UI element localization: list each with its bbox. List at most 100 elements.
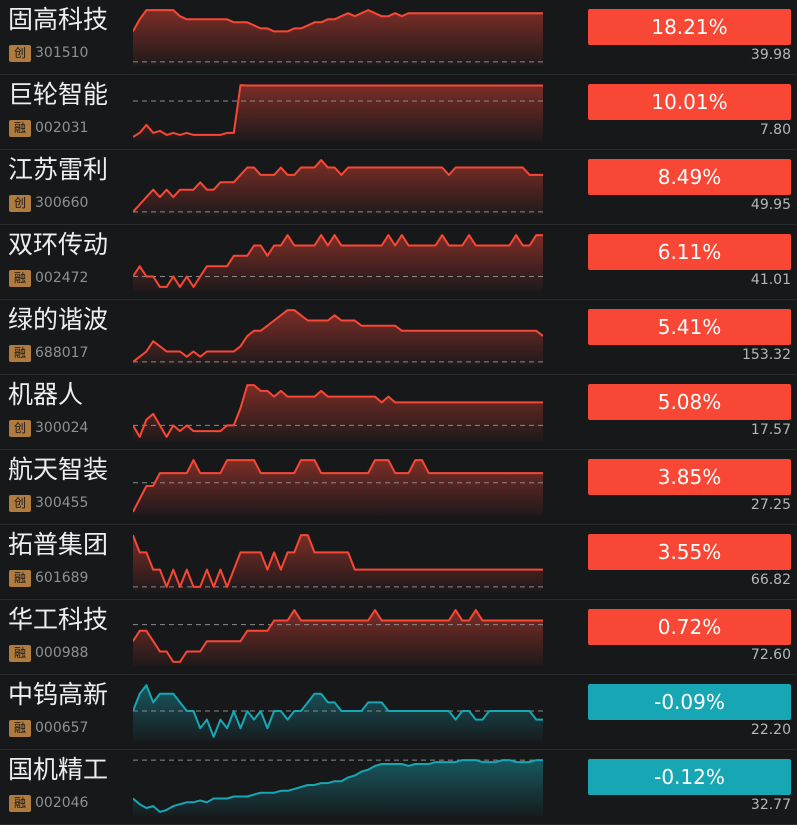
sparkline-line xyxy=(133,684,543,738)
intraday-sparkline xyxy=(133,759,543,816)
intraday-sparkline xyxy=(133,84,543,141)
last-price: 72.60 xyxy=(750,647,791,663)
board-badge: 融 xyxy=(9,270,31,287)
change-percent-badge[interactable]: 0.72% xyxy=(588,609,791,645)
last-price: 22.20 xyxy=(750,722,791,738)
last-price: 17.57 xyxy=(750,422,791,438)
stock-row[interactable]: 巨轮智能融 002031 10.01% 7.80 xyxy=(0,75,797,150)
sparkline-area xyxy=(133,310,543,366)
stock-code: 300660 xyxy=(35,195,89,211)
sparkline-area xyxy=(133,610,543,666)
stock-row[interactable]: 拓普集团融 601689 3.55% 66.82 xyxy=(0,525,797,600)
sparkline-line xyxy=(133,159,543,213)
sparkline-line xyxy=(133,84,543,138)
intraday-sparkline xyxy=(133,384,543,441)
stock-code: 000988 xyxy=(35,645,89,661)
stock-code: 601689 xyxy=(35,570,89,586)
stock-code: 301510 xyxy=(35,45,89,61)
change-percent-badge[interactable]: 3.85% xyxy=(588,459,791,495)
change-percent-badge[interactable]: 3.55% xyxy=(588,534,791,570)
board-badge: 融 xyxy=(9,570,31,587)
last-price: 66.82 xyxy=(750,572,791,588)
stock-row[interactable]: 国机精工融 002046 -0.12% 32.77 xyxy=(0,750,797,825)
board-badge: 融 xyxy=(9,795,31,812)
stock-code: 002472 xyxy=(35,270,89,286)
board-badge: 融 xyxy=(9,345,31,362)
change-percent-badge[interactable]: -0.12% xyxy=(588,759,791,795)
last-price: 41.01 xyxy=(750,272,791,288)
last-price: 27.25 xyxy=(750,497,791,513)
stock-row[interactable]: 航天智装创 300455 3.85% 27.25 xyxy=(0,450,797,525)
change-percent-badge[interactable]: 18.21% xyxy=(588,9,791,45)
stock-code: 002046 xyxy=(35,795,89,811)
sparkline-area xyxy=(133,385,543,441)
intraday-sparkline xyxy=(133,609,543,666)
stock-code: 000657 xyxy=(35,720,89,736)
last-price: 32.77 xyxy=(750,797,791,813)
stock-code: 002031 xyxy=(35,120,89,136)
stock-row[interactable]: 中钨高新融 000657 -0.09% 22.20 xyxy=(0,675,797,750)
stock-name: 航天智装 xyxy=(8,455,109,484)
intraday-sparkline xyxy=(133,9,543,66)
stock-name: 双环传动 xyxy=(8,230,109,259)
sparkline-line xyxy=(133,234,543,288)
last-price: 49.95 xyxy=(750,197,791,213)
board-badge: 创 xyxy=(9,195,31,212)
stock-name: 华工科技 xyxy=(8,605,109,634)
intraday-sparkline xyxy=(133,459,543,516)
sparkline-area xyxy=(133,535,543,591)
stock-code: 300455 xyxy=(35,495,89,511)
stock-name: 江苏雷利 xyxy=(8,155,109,184)
change-percent-badge[interactable]: 8.49% xyxy=(588,159,791,195)
intraday-sparkline xyxy=(133,684,543,741)
last-price: 7.80 xyxy=(759,122,791,138)
sparkline-area xyxy=(133,85,543,141)
stock-name: 拓普集团 xyxy=(8,530,109,559)
sparkline-area xyxy=(133,10,543,66)
change-percent-badge[interactable]: 10.01% xyxy=(588,84,791,120)
stock-name: 国机精工 xyxy=(8,755,109,784)
intraday-sparkline xyxy=(133,309,543,366)
sparkline-area xyxy=(133,160,543,216)
stock-name: 中钨高新 xyxy=(8,680,109,709)
change-percent-badge[interactable]: 6.11% xyxy=(588,234,791,270)
change-percent-badge[interactable]: 5.41% xyxy=(588,309,791,345)
board-badge: 创 xyxy=(9,495,31,512)
last-price: 153.32 xyxy=(742,347,791,363)
sparkline-line xyxy=(133,384,543,438)
board-badge: 融 xyxy=(9,120,31,137)
sparkline-line xyxy=(133,309,543,363)
board-badge: 创 xyxy=(9,45,31,62)
change-percent-badge[interactable]: 5.08% xyxy=(588,384,791,420)
last-price: 39.98 xyxy=(750,47,791,63)
intraday-sparkline xyxy=(133,534,543,591)
board-badge: 创 xyxy=(9,420,31,437)
sparkline-area xyxy=(133,460,543,516)
intraday-sparkline xyxy=(133,159,543,216)
stock-row[interactable]: 华工科技融 000988 0.72% 72.60 xyxy=(0,600,797,675)
sparkline-line xyxy=(133,534,543,588)
stock-code: 688017 xyxy=(35,345,89,361)
sparkline-area xyxy=(133,685,543,741)
stock-name: 固高科技 xyxy=(8,5,109,34)
sparkline-line xyxy=(133,459,543,513)
sparkline-line xyxy=(133,759,543,813)
stock-row[interactable]: 江苏雷利创 300660 8.49% 49.95 xyxy=(0,150,797,225)
sparkline-area xyxy=(133,760,543,816)
board-badge: 融 xyxy=(9,645,31,662)
stock-row[interactable]: 固高科技创 301510 18.21% 39.98 xyxy=(0,0,797,75)
board-badge: 融 xyxy=(9,720,31,737)
change-percent-badge[interactable]: -0.09% xyxy=(588,684,791,720)
stock-name: 绿的谐波 xyxy=(8,305,109,334)
sparkline-line xyxy=(133,9,543,33)
sparkline-area xyxy=(133,235,543,291)
stock-name: 机器人 xyxy=(8,380,84,409)
stock-code: 300024 xyxy=(35,420,89,436)
sparkline-line xyxy=(133,609,543,663)
stock-row[interactable]: 机器人创 300024 5.08% 17.57 xyxy=(0,375,797,450)
stock-row[interactable]: 双环传动融 002472 6.11% 41.01 xyxy=(0,225,797,300)
intraday-sparkline xyxy=(133,234,543,291)
stock-name: 巨轮智能 xyxy=(8,80,109,109)
stock-row[interactable]: 绿的谐波融 688017 5.41% 153.32 xyxy=(0,300,797,375)
